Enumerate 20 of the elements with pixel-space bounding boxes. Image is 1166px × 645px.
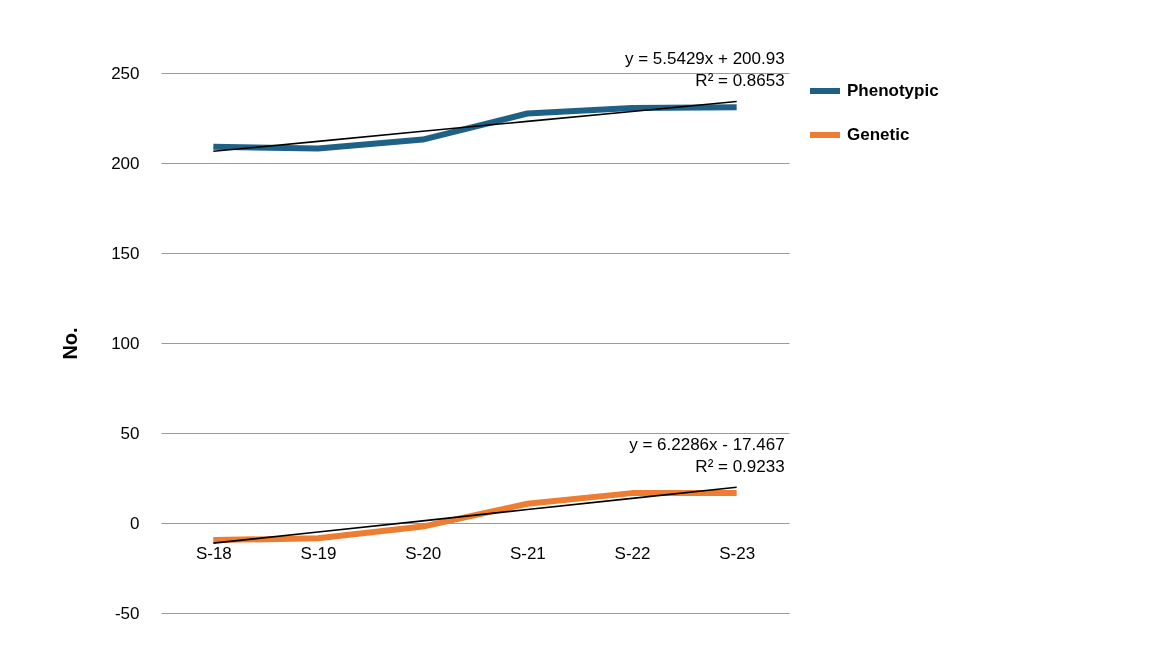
y-tick-label: 0 [130,513,140,533]
annotation: y = 6.2286x - 17.467 [629,435,785,455]
annotation: y = 5.5429x + 200.93 [624,49,785,69]
x-tick-label: S-19 [300,543,337,563]
y-tick-label: -50 [114,603,140,623]
y-tick-label: 250 [111,63,140,83]
y-tick-label: 200 [111,153,140,173]
x-tick-label: S-23 [719,543,756,563]
x-tick-label: S-22 [614,543,651,563]
x-tick-label: S-18 [195,543,232,563]
legend-label: Genetic [847,125,910,144]
x-tick-label: S-20 [405,543,442,563]
y-axis-title: No. [59,327,82,360]
x-tick-label: S-21 [509,543,546,563]
annotation: R² = 0.9233 [695,457,785,477]
y-tick-label: 100 [111,333,140,353]
annotation: R² = 0.8653 [695,71,785,91]
legend-label: Phenotypic [847,81,939,100]
y-tick-label: 50 [120,423,140,443]
y-tick-label: 150 [111,243,140,263]
